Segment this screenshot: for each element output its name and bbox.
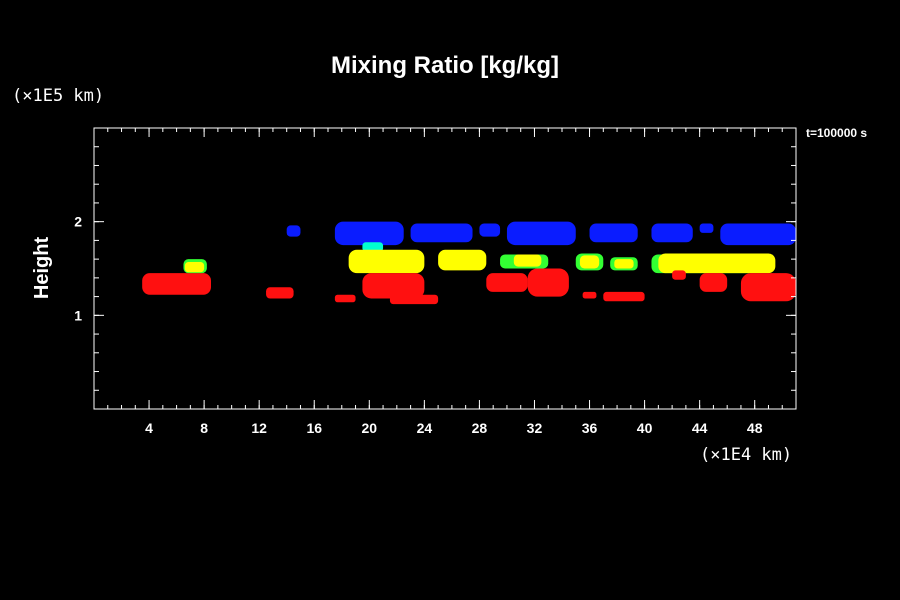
region-red-13: [389, 294, 439, 305]
region-red-12: [334, 294, 356, 303]
region-red-29: [582, 291, 597, 299]
region-red-27: [486, 273, 528, 292]
region-yellow-22: [579, 255, 600, 269]
y-unit-label: (×1E5 km): [12, 86, 104, 106]
region-red-32: [699, 273, 728, 292]
x-tick-label: 36: [582, 420, 598, 436]
region-red-30: [603, 291, 645, 302]
y-tick-label: 2: [74, 214, 82, 230]
region-yellow-9: [348, 249, 425, 274]
region-blue-7: [410, 223, 473, 243]
y-axis-label: Height: [31, 237, 53, 300]
region-blue-3: [286, 225, 301, 237]
axis-ticks: [94, 128, 796, 409]
x-tick-label: 24: [417, 420, 433, 436]
region-red-33: [740, 273, 796, 302]
region-yellow-2: [184, 261, 205, 273]
x-unit-label: (×1E4 km): [700, 445, 792, 465]
region-red-31: [672, 270, 686, 280]
mixing-ratio-regions: [142, 221, 796, 305]
x-tick-label: 28: [472, 420, 488, 436]
y-tick-label: 1: [74, 307, 82, 323]
x-tick-label: 4: [145, 420, 153, 436]
region-blue-14: [506, 221, 576, 246]
region-cyan-6: [362, 242, 384, 252]
region-blue-16: [651, 223, 693, 243]
region-blue-15: [589, 223, 638, 243]
region-blue-17: [699, 223, 714, 233]
region-yellow-24: [614, 259, 634, 269]
region-red-11: [362, 273, 425, 299]
region-yellow-26: [658, 253, 776, 274]
x-tick-label: 20: [362, 420, 378, 436]
chart-title: Mixing Ratio [kg/kg]: [331, 52, 559, 79]
x-tick-label: 48: [747, 420, 763, 436]
region-red-28: [527, 268, 569, 297]
x-tick-label: 44: [692, 420, 708, 436]
region-blue-5: [334, 221, 404, 246]
x-tick-label: 12: [251, 420, 267, 436]
plot-frame: [93, 127, 797, 410]
region-blue-18: [720, 223, 796, 246]
region-blue-8: [479, 223, 501, 237]
time-label: t=100000 s: [806, 126, 867, 140]
x-tick-label: 32: [527, 420, 543, 436]
region-yellow-10: [438, 249, 487, 271]
x-tick-label: 16: [306, 420, 322, 436]
region-red-4: [266, 287, 294, 299]
region-red-0: [142, 273, 211, 295]
region-yellow-20: [513, 254, 542, 267]
x-tick-label: 8: [200, 420, 208, 436]
x-tick-label: 40: [637, 420, 653, 436]
